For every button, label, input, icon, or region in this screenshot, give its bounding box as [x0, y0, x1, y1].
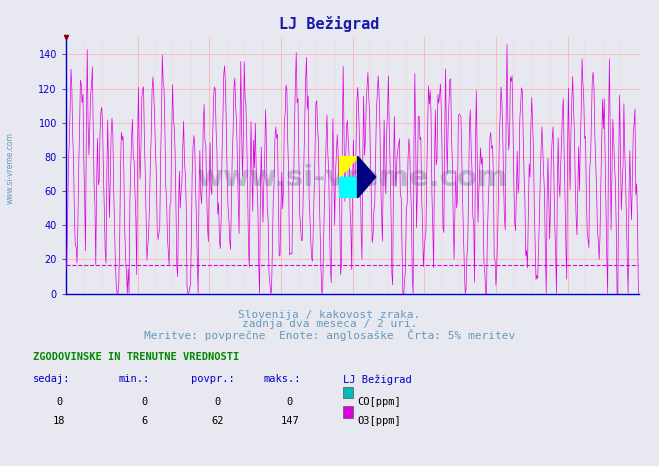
Text: 0: 0 — [56, 397, 63, 406]
Text: 62: 62 — [212, 416, 223, 426]
Text: www.si-vreme.com: www.si-vreme.com — [197, 164, 508, 192]
Text: O3[ppm]: O3[ppm] — [357, 416, 401, 426]
Text: Slovenija / kakovost zraka.: Slovenija / kakovost zraka. — [239, 310, 420, 320]
Text: LJ Bežigrad: LJ Bežigrad — [279, 16, 380, 32]
Text: povpr.:: povpr.: — [191, 374, 235, 384]
Text: CO[ppm]: CO[ppm] — [357, 397, 401, 406]
Text: 147: 147 — [281, 416, 299, 426]
Text: Meritve: povprečne  Enote: anglosaške  Črta: 5% meritev: Meritve: povprečne Enote: anglosaške Črt… — [144, 329, 515, 341]
Polygon shape — [339, 177, 358, 198]
Text: ZGODOVINSKE IN TRENUTNE VREDNOSTI: ZGODOVINSKE IN TRENUTNE VREDNOSTI — [33, 352, 239, 362]
Text: 0: 0 — [287, 397, 293, 406]
Polygon shape — [339, 156, 358, 177]
Text: 0: 0 — [214, 397, 221, 406]
Text: www.si-vreme.com: www.si-vreme.com — [5, 132, 14, 204]
Text: 6: 6 — [142, 416, 148, 426]
Polygon shape — [358, 156, 376, 198]
Text: LJ Bežigrad: LJ Bežigrad — [343, 374, 411, 385]
Text: min.:: min.: — [119, 374, 150, 384]
Text: 0: 0 — [142, 397, 148, 406]
Text: 18: 18 — [53, 416, 65, 426]
Text: zadnja dva meseca / 2 uri.: zadnja dva meseca / 2 uri. — [242, 319, 417, 329]
Text: maks.:: maks.: — [264, 374, 301, 384]
Text: sedaj:: sedaj: — [33, 374, 71, 384]
